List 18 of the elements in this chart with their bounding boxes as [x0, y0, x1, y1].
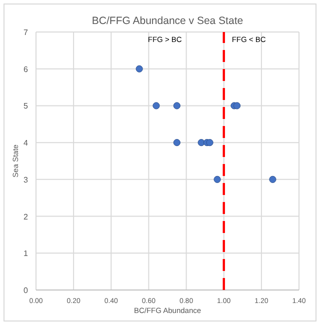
y-tick-label: 2	[24, 212, 29, 222]
y-tick-label: 4	[24, 138, 29, 148]
y-tick-label: 1	[24, 249, 29, 258]
y-tick-label: 7	[24, 28, 29, 37]
point	[136, 65, 143, 72]
point	[206, 139, 214, 146]
point	[233, 102, 241, 110]
point	[269, 176, 276, 183]
y-tick-label: 3	[24, 175, 29, 184]
chart-title: BC/FFG Abundance v Sea State	[92, 15, 244, 27]
y-tick-label: 0	[24, 286, 29, 295]
y-tick-label: 6	[24, 64, 29, 74]
point	[214, 176, 221, 183]
point	[152, 102, 160, 110]
y-tick-label: 5	[24, 102, 29, 111]
point	[173, 102, 180, 110]
point	[198, 139, 205, 146]
point	[173, 139, 180, 146]
